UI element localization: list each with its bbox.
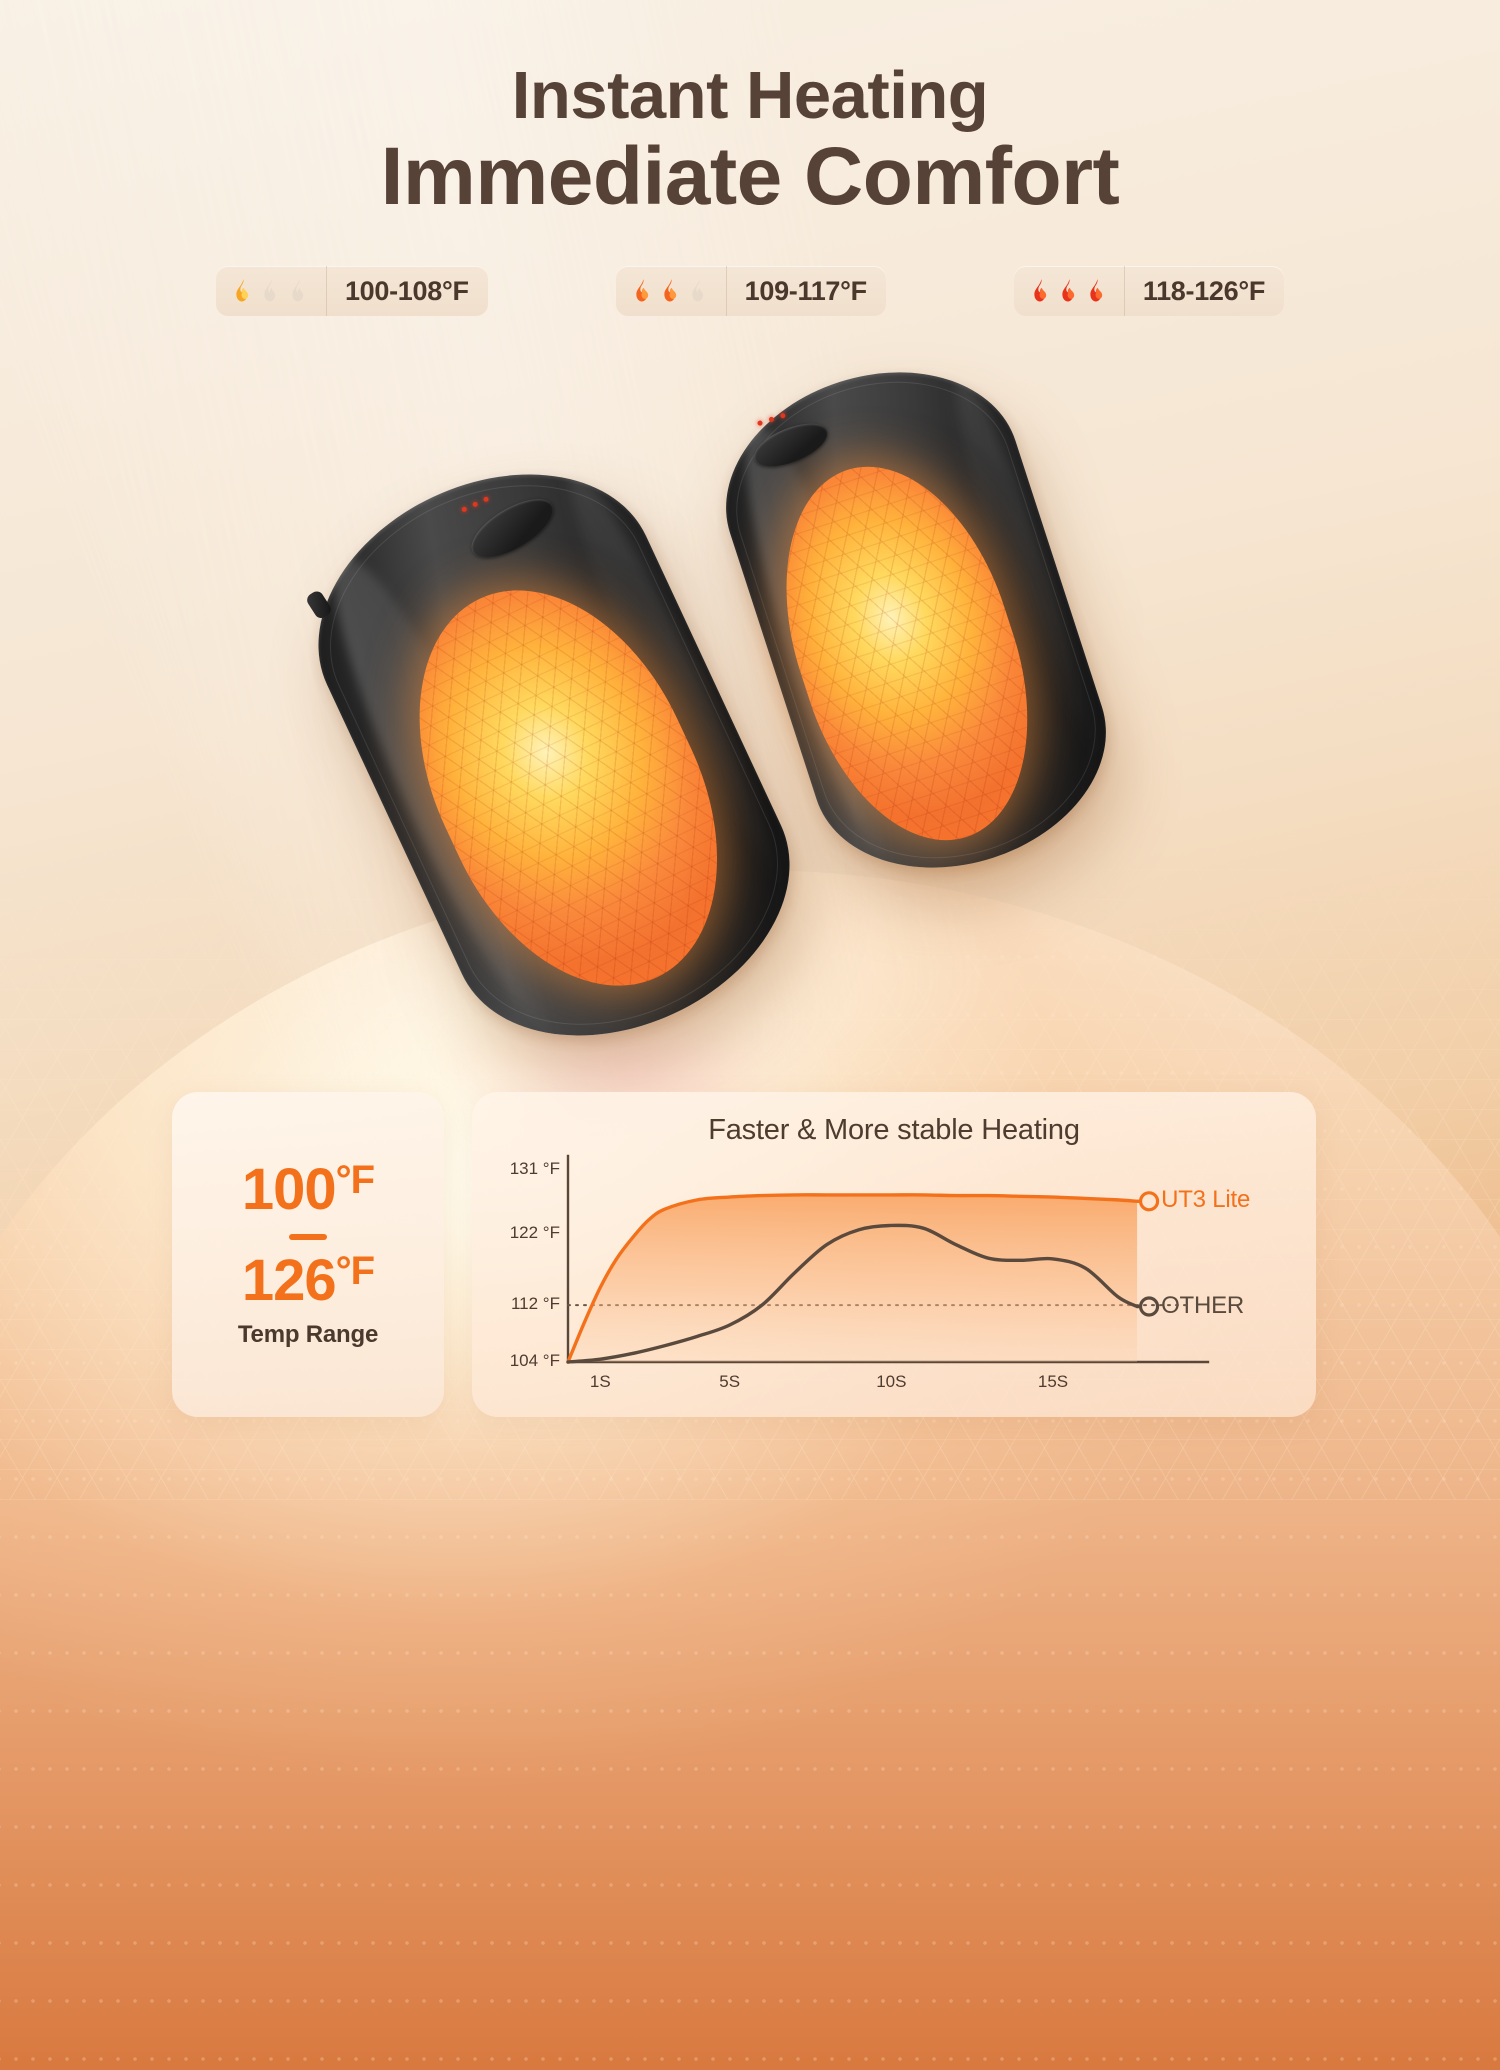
flame-rating-medium [616, 266, 727, 316]
series-area-0 [568, 1194, 1138, 1362]
flame-icon-dim [692, 279, 703, 302]
flame-icon-lit [1062, 279, 1075, 302]
temp-range-card: 100°F 126°F Temp Range [172, 1092, 444, 1417]
heat-level-temp-medium: 109-117°F [744, 275, 868, 306]
legend-label-ut3-lite: UT3 Lite [1161, 1186, 1251, 1214]
heat-level-temp-high: 118-126°F [1142, 275, 1266, 306]
flame-icon-dim [264, 279, 276, 302]
heat-level-badge-medium[interactable]: 109-117°F [615, 266, 886, 316]
heat-level-badge-high[interactable]: 118-126°F [1013, 266, 1285, 316]
y-axis-tick-label: 131 °F [509, 1159, 560, 1178]
background-glow-orb [0, 870, 1500, 2070]
y-axis-tick-label: 112 °F [510, 1294, 560, 1314]
series-end-marker-1 [1138, 1296, 1160, 1317]
y-axis-tick-label: 104 °F [509, 1351, 560, 1370]
legend-label-other: OTHER [1161, 1291, 1245, 1319]
range-dash-divider [289, 1233, 327, 1240]
heat-level-badge-low[interactable]: 100-108°F [215, 266, 488, 316]
temp-range-min: 100°F [241, 1156, 375, 1222]
series-end-marker-0 [1138, 1191, 1160, 1212]
headline-line-1: Instant Heating [511, 58, 989, 133]
flame-icon-lit [1034, 279, 1047, 302]
x-axis-tick-label: 10S [876, 1372, 907, 1391]
chart-plot-area: UT3 Lite OTHER 104 °F 112 °F 122 °F 131 °F 1S 5… [472, 1092, 1316, 1417]
flame-rating-high [1014, 266, 1125, 316]
page-title: Instant Heating Immediate Comfort [0, 58, 1500, 223]
flame-icon-lit [236, 279, 249, 302]
x-axis-tick-label: 15S [1037, 1372, 1069, 1391]
heat-level-badges: 100-108°F 109-117°F [0, 266, 1500, 316]
flame-icon-lit [664, 279, 676, 302]
flame-rating-low [216, 266, 327, 316]
degree-symbol-max: °F [335, 1248, 375, 1293]
temp-range-max-value: 126 [241, 1247, 337, 1313]
temp-range-max: 126°F [241, 1247, 375, 1313]
temp-range-label: Temp Range [237, 1321, 379, 1349]
x-axis-tick-label: 1S [589, 1372, 611, 1391]
flame-icon-lit [1090, 279, 1103, 302]
headline-line-2: Immediate Comfort [380, 131, 1120, 223]
chart-svg [566, 1154, 1210, 1364]
heat-level-temp-low: 100-108°F [344, 275, 469, 306]
flame-icon-dim [292, 279, 304, 302]
temp-range-min-value: 100 [241, 1156, 337, 1222]
degree-symbol-min: °F [335, 1157, 375, 1202]
y-axis-tick-label: 122 °F [509, 1223, 560, 1242]
flame-icon-lit [636, 279, 648, 302]
heating-comparison-chart: Faster & More stable Heating UT3 Lite OTH… [472, 1092, 1316, 1417]
x-axis-tick-label: 5S [719, 1372, 741, 1391]
